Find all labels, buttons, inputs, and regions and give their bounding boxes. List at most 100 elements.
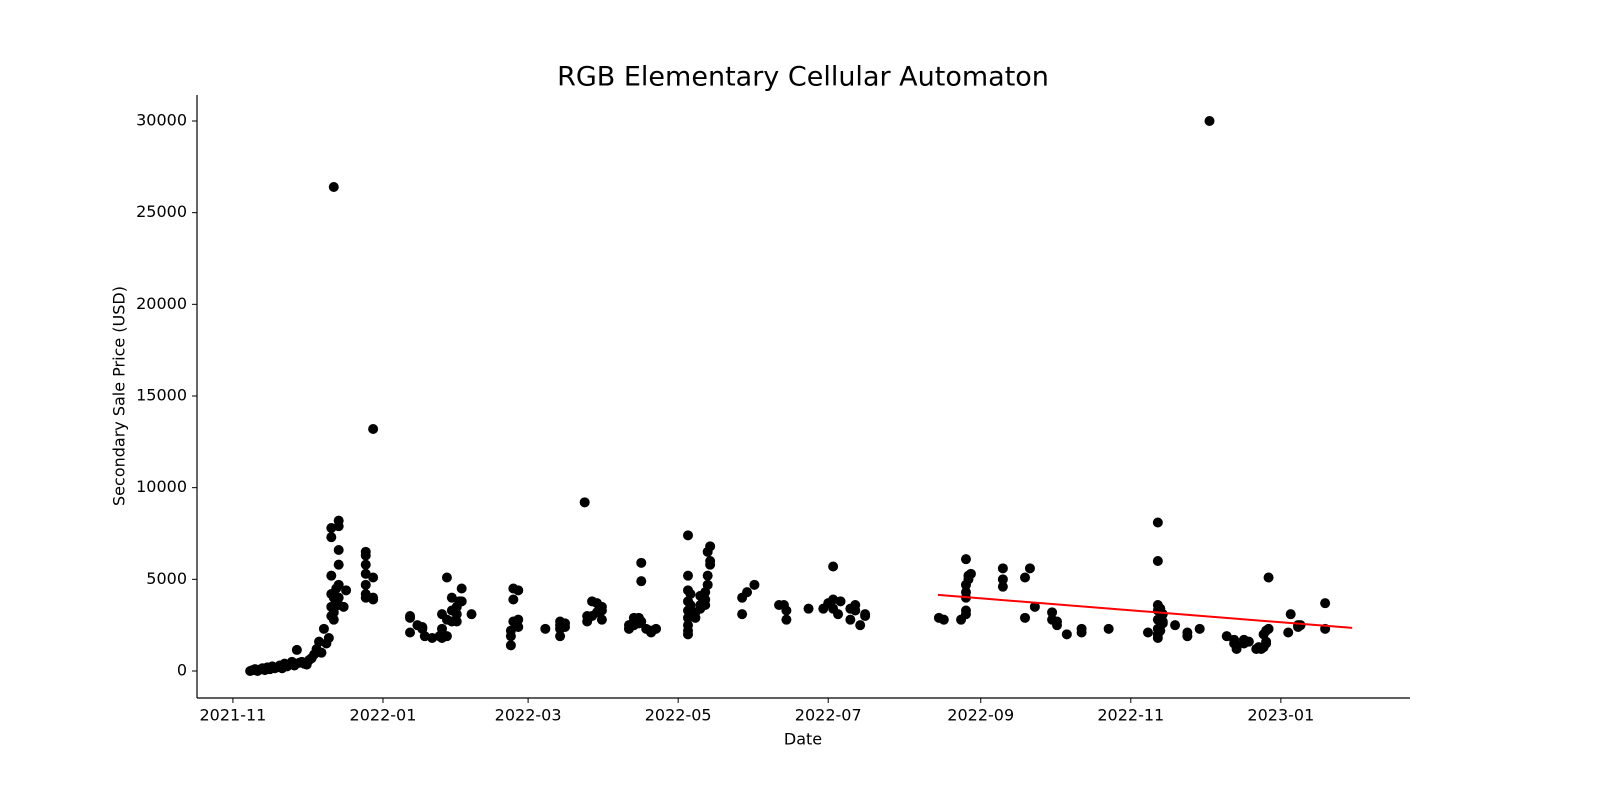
y-tick-label: 10000 xyxy=(136,477,187,496)
point xyxy=(446,592,457,603)
point xyxy=(596,614,607,625)
point xyxy=(1204,115,1215,126)
point xyxy=(1157,618,1168,629)
point xyxy=(781,614,792,625)
point xyxy=(316,647,327,658)
point xyxy=(683,530,694,541)
point xyxy=(1182,631,1193,642)
point xyxy=(318,623,329,634)
point xyxy=(636,557,647,568)
point xyxy=(333,544,344,555)
y-tick-label: 15000 xyxy=(136,385,187,404)
y-axis-label: Secondary Sale Price (USD) xyxy=(110,286,129,506)
point xyxy=(702,579,713,590)
point xyxy=(341,585,352,596)
point xyxy=(833,609,844,620)
point xyxy=(835,596,846,607)
point xyxy=(1283,627,1294,638)
point xyxy=(338,601,349,612)
x-tick-label: 2022-07 xyxy=(795,706,862,725)
y-tick-label: 5000 xyxy=(146,569,187,588)
point xyxy=(326,532,337,543)
point xyxy=(960,554,971,565)
point xyxy=(328,614,339,625)
point xyxy=(850,599,861,610)
point xyxy=(466,609,477,620)
point xyxy=(702,570,713,581)
point xyxy=(1029,601,1040,612)
point xyxy=(513,614,524,625)
point xyxy=(1076,627,1087,638)
x-tick-label: 2022-05 xyxy=(645,706,712,725)
point xyxy=(513,621,524,632)
point xyxy=(1221,631,1232,642)
point xyxy=(1020,572,1031,583)
x-axis-label: Date xyxy=(784,730,822,749)
point xyxy=(333,521,344,532)
point xyxy=(965,568,976,579)
chart-title: RGB Elementary Cellular Automaton xyxy=(557,62,1049,93)
point xyxy=(326,570,337,581)
point xyxy=(437,623,448,634)
x-tick-label: 2022-11 xyxy=(1097,706,1164,725)
point xyxy=(1320,598,1331,609)
point xyxy=(1061,629,1072,640)
point xyxy=(560,621,571,632)
point xyxy=(405,627,416,638)
point xyxy=(1243,636,1254,647)
x-tick-label: 2021-11 xyxy=(199,706,266,725)
point xyxy=(737,609,748,620)
point xyxy=(1152,517,1163,528)
point xyxy=(855,620,866,631)
point xyxy=(368,423,379,434)
point xyxy=(441,631,452,642)
point xyxy=(451,616,462,627)
point xyxy=(291,644,302,655)
point xyxy=(360,550,371,561)
point xyxy=(960,609,971,620)
point xyxy=(651,623,662,634)
point xyxy=(540,623,551,634)
x-tick-label: 2022-09 xyxy=(947,706,1014,725)
point xyxy=(685,599,696,610)
point xyxy=(845,614,856,625)
x-tick-label: 2022-01 xyxy=(350,706,417,725)
point xyxy=(1020,612,1031,623)
trend-line xyxy=(937,593,1353,629)
point xyxy=(705,541,716,552)
point xyxy=(1194,623,1205,634)
point xyxy=(781,605,792,616)
point xyxy=(360,568,371,579)
point xyxy=(1285,609,1296,620)
point xyxy=(749,579,760,590)
point xyxy=(997,581,1008,592)
point xyxy=(333,559,344,570)
y-tick-label: 25000 xyxy=(136,202,187,221)
point xyxy=(1170,620,1181,631)
point xyxy=(456,596,467,607)
point xyxy=(405,612,416,623)
x-tick-label: 2023-01 xyxy=(1247,706,1314,725)
point xyxy=(360,559,371,570)
point xyxy=(513,585,524,596)
point xyxy=(1143,627,1154,638)
point xyxy=(505,625,516,636)
point xyxy=(417,621,428,632)
point xyxy=(1295,620,1306,631)
point xyxy=(328,607,339,618)
point xyxy=(333,579,344,590)
point xyxy=(742,587,753,598)
point xyxy=(1047,607,1058,618)
point xyxy=(700,599,711,610)
point xyxy=(1103,623,1114,634)
point xyxy=(803,603,814,614)
point xyxy=(636,576,647,587)
point xyxy=(683,570,694,581)
point xyxy=(333,592,344,603)
point xyxy=(705,555,716,566)
point xyxy=(1231,643,1242,654)
point xyxy=(1051,616,1062,627)
y-tick-label: 20000 xyxy=(136,294,187,313)
x-tick-label: 2022-03 xyxy=(495,706,562,725)
